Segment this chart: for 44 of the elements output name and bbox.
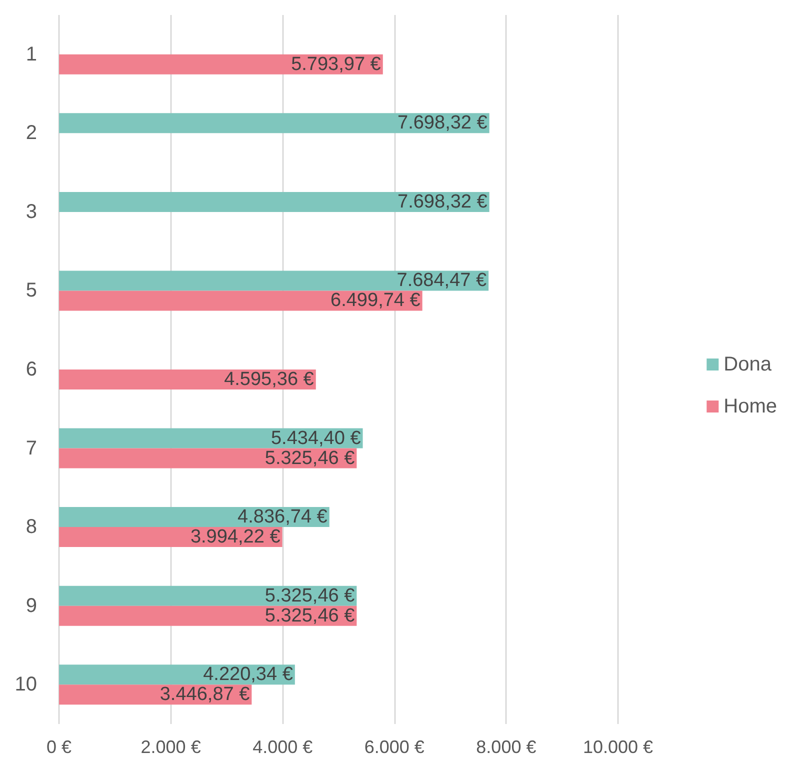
- data-label: 4.836,74 €: [238, 506, 328, 528]
- bar: [59, 428, 363, 448]
- bar: [59, 448, 357, 468]
- bar: [59, 370, 316, 390]
- bar: [59, 113, 490, 134]
- y-tick-label: 6: [26, 358, 37, 380]
- x-tick-label: 6.000 €: [364, 737, 424, 757]
- y-tick-label: 8: [26, 516, 37, 538]
- x-tick-label: 10.000 €: [582, 737, 654, 757]
- y-tick-label: 3: [26, 200, 37, 223]
- data-label: 3.446,87 €: [160, 684, 250, 706]
- bar: [59, 606, 357, 626]
- legend-label: Home: [724, 396, 778, 418]
- data-label: 7.698,32 €: [398, 112, 488, 134]
- data-label: 4.220,34 €: [203, 664, 294, 686]
- x-tick-label: 2.000 €: [140, 737, 201, 757]
- data-label: 3.994,22 €: [190, 526, 281, 548]
- y-tick-label: 10: [14, 674, 37, 696]
- bar: [59, 586, 357, 606]
- data-label: 5.793,97 €: [291, 54, 382, 75]
- bar: [59, 54, 383, 74]
- y-tick-label: 2: [26, 122, 37, 144]
- legend-label: Dona: [724, 354, 772, 376]
- bar: [59, 270, 489, 291]
- data-label: 7.684,47 €: [396, 270, 487, 292]
- x-tick-label: 0 €: [46, 737, 72, 757]
- data-label: 4.595,36 €: [224, 369, 314, 390]
- bar: [59, 527, 282, 548]
- data-label: 5.434,40 €: [270, 428, 362, 449]
- y-tick-label: 9: [26, 594, 37, 617]
- data-label: 5.325,46 €: [264, 448, 356, 469]
- data-label: 5.325,46 €: [264, 585, 356, 606]
- bar: [59, 192, 490, 212]
- bar: [59, 507, 330, 528]
- data-label: 6.499,74 €: [330, 290, 421, 312]
- y-tick-label: 7: [26, 437, 37, 460]
- y-tick-label: 5: [26, 280, 37, 302]
- bar: [59, 290, 422, 311]
- x-tick-label: 8.000 €: [476, 737, 536, 757]
- y-tick-label: 1: [26, 43, 37, 66]
- x-tick-label: 4.000 €: [252, 737, 313, 757]
- bar: [59, 664, 295, 685]
- data-label: 7.698,32 €: [398, 191, 488, 212]
- data-label: 5.325,46 €: [264, 605, 356, 626]
